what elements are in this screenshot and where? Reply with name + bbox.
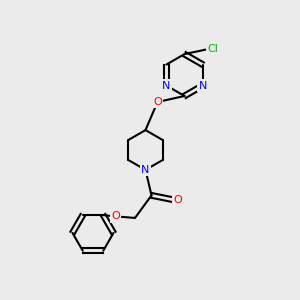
Text: N: N [141,165,150,175]
Text: N: N [199,80,207,91]
Text: O: O [111,212,120,221]
Text: O: O [153,97,162,107]
Text: Cl: Cl [208,44,218,54]
Text: O: O [173,195,182,205]
Text: N: N [162,80,170,91]
